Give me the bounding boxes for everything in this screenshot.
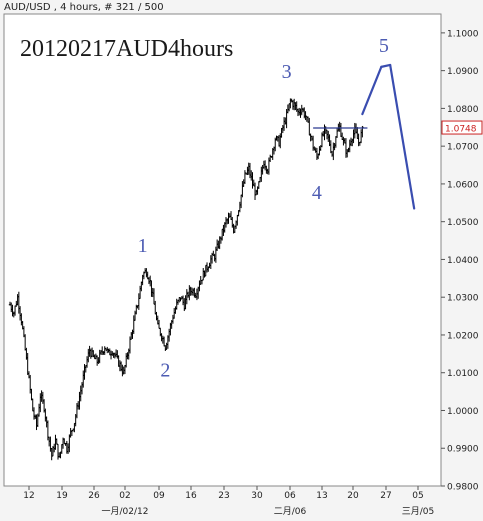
- y-tick-label: 1.0900: [447, 67, 479, 77]
- x-tick-label: 13: [316, 491, 327, 501]
- x-tick-label: 19: [56, 491, 68, 501]
- month-label: 三月/05: [402, 506, 435, 517]
- y-tick-label: 1.0500: [447, 218, 479, 228]
- x-axis: 12 19 26 02 09 16 23 30 06 13 20 27 05 一月/02/12 二月/06 三…: [23, 486, 434, 517]
- x-tick-label: 23: [218, 491, 229, 501]
- x-tick-label: 12: [23, 491, 34, 501]
- y-tick-label: 1.0400: [447, 256, 479, 266]
- wave-label-3: 3: [282, 61, 292, 83]
- x-tick-label: 09: [153, 491, 165, 501]
- wave-label-5: 5: [379, 35, 389, 57]
- x-tick-label: 30: [251, 491, 263, 501]
- y-tick-label: 1.0300: [447, 294, 479, 304]
- x-tick-label: 02: [119, 491, 130, 501]
- x-tick-label: 06: [284, 491, 296, 501]
- y-tick-label: 1.0200: [447, 331, 479, 341]
- current-price-label: 1.0748: [445, 125, 477, 135]
- annotations: 1 2 3 4 5: [138, 35, 416, 381]
- x-tick-label: 26: [88, 491, 100, 501]
- month-label: 二月/06: [274, 506, 307, 517]
- y-tick-label: 1.0700: [447, 143, 479, 153]
- y-tick-label: 1.0600: [447, 180, 479, 190]
- chart-title: 20120217AUD4hours: [20, 36, 233, 62]
- y-tick-label: 0.9800: [447, 483, 479, 493]
- chart-header: AUD/USD , 4 hours, # 321 / 500: [4, 2, 164, 13]
- wave-label-4: 4: [312, 182, 322, 204]
- current-price-box: [441, 120, 483, 135]
- projection-down-segment: [389, 63, 416, 210]
- projection-top-segment: [380, 63, 392, 68]
- price-bars: [8, 98, 364, 461]
- y-tick-label: 1.0100: [447, 369, 479, 379]
- y-tick-label: 1.0000: [447, 407, 479, 417]
- x-tick-label: 20: [347, 491, 359, 501]
- plot-area: [3, 13, 442, 487]
- month-label: 一月/02/12: [102, 506, 149, 517]
- y-tick-label: 0.9900: [447, 445, 479, 455]
- wave-label-1: 1: [138, 235, 148, 257]
- y-tick-label: 1.0800: [447, 105, 479, 115]
- projection-up-segment: [361, 65, 383, 116]
- y-tick-label: 1.1000: [447, 29, 479, 39]
- y-axis: 1.1000 1.0900 1.0800 1.0700 1.0600 1.0500 1.04…: [441, 29, 483, 493]
- x-tick-label: 16: [185, 491, 197, 501]
- x-tick-label: 27: [380, 491, 391, 501]
- wave-label-2: 2: [160, 359, 170, 381]
- x-tick-label: 05: [412, 491, 423, 501]
